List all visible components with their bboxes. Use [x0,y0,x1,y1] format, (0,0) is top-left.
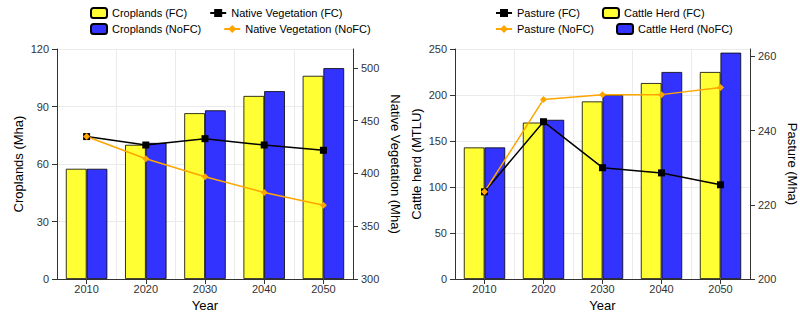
svg-text:2010: 2010 [472,283,496,295]
svg-text:30: 30 [37,216,49,228]
svg-text:2050: 2050 [708,283,732,295]
svg-text:2010: 2010 [74,283,98,295]
svg-text:300: 300 [361,273,379,285]
svg-text:90: 90 [37,101,49,113]
svg-text:2030: 2030 [590,283,614,295]
svg-text:350: 350 [361,220,379,232]
svg-text:0: 0 [43,273,49,285]
svg-text:500: 500 [361,62,379,74]
svg-text:Pasture (NoFC): Pasture (NoFC) [517,23,594,35]
svg-text:Native Vegetation (FC): Native Vegetation (FC) [231,7,342,19]
svg-text:Cattle Herd (FC): Cattle Herd (FC) [624,7,705,19]
svg-text:Pasture (Mha): Pasture (Mha) [785,123,800,205]
svg-text:260: 260 [758,50,776,62]
svg-text:Croplands (Mha): Croplands (Mha) [11,116,26,213]
svg-text:60: 60 [37,158,49,170]
svg-text:2050: 2050 [311,283,335,295]
svg-text:Year: Year [192,298,219,313]
svg-text:200: 200 [758,273,776,285]
svg-text:Pasture (FC): Pasture (FC) [517,7,580,19]
svg-text:150: 150 [429,135,447,147]
svg-text:0: 0 [441,273,447,285]
svg-text:2030: 2030 [193,283,217,295]
svg-text:Native Vegetation (NoFC): Native Vegetation (NoFC) [245,23,370,35]
svg-text:100: 100 [429,181,447,193]
svg-text:2040: 2040 [252,283,276,295]
svg-text:2040: 2040 [649,283,673,295]
svg-text:Croplands (FC): Croplands (FC) [112,7,187,19]
svg-text:250: 250 [429,43,447,55]
svg-text:2020: 2020 [134,283,158,295]
svg-text:Cattle herd (MTLU): Cattle herd (MTLU) [409,108,424,219]
svg-text:Croplands (NoFC): Croplands (NoFC) [112,23,201,35]
svg-text:Year: Year [589,298,616,313]
svg-text:400: 400 [361,167,379,179]
svg-text:240: 240 [758,125,776,137]
svg-text:450: 450 [361,115,379,127]
svg-text:Native Vegetation (Mha): Native Vegetation (Mha) [388,94,403,233]
svg-text:2020: 2020 [531,283,555,295]
svg-text:50: 50 [435,227,447,239]
svg-text:120: 120 [31,43,49,55]
svg-text:220: 220 [758,199,776,211]
svg-text:200: 200 [429,89,447,101]
svg-text:Cattle Herd (NoFC): Cattle Herd (NoFC) [638,23,733,35]
